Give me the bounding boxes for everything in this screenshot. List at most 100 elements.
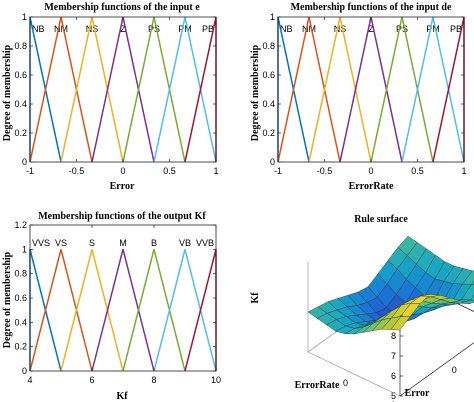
- x-tick-label: -1: [274, 166, 282, 176]
- x-tick-label: 6: [89, 375, 94, 385]
- y-axis-label: Degree of membership: [250, 44, 261, 141]
- y-tick-label: 1: [270, 12, 275, 22]
- plot-area: [29, 16, 217, 163]
- x-tick-label: 10: [211, 375, 221, 385]
- series-line-ns: [60, 16, 124, 163]
- y-tick-label: 1: [22, 244, 27, 254]
- mf-label: Z: [368, 24, 374, 34]
- series-line-vs: [29, 249, 93, 372]
- plot-area: [29, 224, 217, 372]
- mf-label: VB: [179, 238, 191, 248]
- x-tick-label: -0.5: [69, 166, 85, 176]
- x-tick-label: 0: [120, 166, 125, 176]
- series-line-z: [339, 16, 403, 163]
- chart-title: Membership functions of the output Kf: [38, 211, 206, 222]
- chart-title: Rule surface: [354, 214, 408, 225]
- x-tick-label: -0.5: [317, 166, 333, 176]
- mf-labels: NB NM NS Z PS PM PB: [32, 24, 214, 34]
- x-ticks: 4 6 8 10: [27, 375, 221, 385]
- y-tick-label: 0.6: [262, 70, 275, 80]
- x-axis-label: Kf: [116, 391, 128, 402]
- mf-label: PB: [450, 24, 462, 34]
- series-line-z: [91, 16, 155, 163]
- x-tick-label: 0.5: [411, 166, 424, 176]
- x-axis-label: Error: [405, 388, 430, 399]
- y-tick-label: -1: [387, 400, 395, 402]
- mf-labels: NB NM NS Z PS PM PB: [280, 24, 462, 34]
- series-line-nm: [29, 16, 93, 163]
- z-tick-label: 5: [391, 391, 396, 401]
- mf-label: NM: [302, 24, 316, 34]
- z-tick-label: 7: [391, 351, 396, 361]
- mf-label: PB: [202, 24, 214, 34]
- series-line-ps: [122, 16, 186, 163]
- z-tick-label: 6: [391, 371, 396, 381]
- y-tick-label: 0.4: [14, 317, 27, 327]
- plot-frame: [29, 16, 217, 163]
- chart-mf-output-kf: Membership functions of the output Kf De…: [2, 211, 221, 402]
- mf-label: S: [89, 238, 95, 248]
- x-tick-label: -1: [26, 166, 34, 176]
- mf-label: Z: [120, 24, 126, 34]
- z-tick-label: 8: [391, 331, 396, 341]
- mf-label: PS: [396, 24, 408, 34]
- y-tick-label: 0.4: [14, 99, 27, 109]
- mf-label: NS: [334, 24, 347, 34]
- series-line-nm: [277, 16, 341, 163]
- mf-label: NS: [86, 24, 99, 34]
- y-tick-label: 0.4: [262, 99, 275, 109]
- mf-labels: VVS VS S M B VB VVB: [32, 238, 214, 248]
- x-ticks: -1 -0.5 0 0.5 1: [26, 166, 219, 176]
- surface-patch: [471, 280, 474, 285]
- mf-label: NM: [54, 24, 68, 34]
- chart-mf-input-de: Membership functions of the input de Deg…: [250, 2, 467, 192]
- mf-label: VVB: [196, 238, 214, 248]
- plot-frame: [277, 16, 465, 163]
- x-tick-label: 8: [151, 375, 156, 385]
- y-axis-label: Degree of membership: [2, 251, 13, 348]
- series-line-ns: [308, 16, 372, 163]
- y-tick-label: 0: [343, 378, 348, 388]
- plot-area: [277, 16, 465, 163]
- series-line-s: [60, 249, 124, 372]
- mf-label: PM: [426, 24, 440, 34]
- series-line-pm: [153, 16, 217, 163]
- mf-label: PM: [178, 24, 192, 34]
- chart-mf-input-e: Membership functions of the input e Degr…: [2, 2, 219, 192]
- y-tick-label: 0: [22, 157, 27, 167]
- y-axis-label: Degree of membership: [2, 44, 13, 141]
- series-line-ps: [370, 16, 434, 163]
- x-axis-label: Error: [110, 181, 135, 192]
- y-ticks: 0 -1: [343, 378, 396, 402]
- x-tick-label: 0.5: [163, 166, 176, 176]
- y-tick-label: 0.6: [14, 70, 27, 80]
- surface-patch: [462, 270, 474, 285]
- y-tick-label: 1: [22, 12, 27, 22]
- chart-rule-surface: Rule surface Kf ErrorRate Error 5 6 7 8 …: [250, 214, 474, 402]
- series-line-pm: [401, 16, 465, 163]
- chart-title: Membership functions of the input e: [44, 2, 200, 13]
- mf-label: M: [119, 238, 127, 248]
- y-axis-label: ErrorRate: [295, 380, 340, 391]
- x-tick-label: 1: [461, 166, 466, 176]
- y-tick-label: 1.2: [14, 220, 27, 230]
- y-tick-label: 0: [22, 366, 27, 376]
- x-tick-label: 0: [452, 365, 457, 375]
- x-tick-label: 0: [368, 166, 373, 176]
- mf-label: NB: [280, 24, 293, 34]
- x-tick-label: 4: [27, 375, 32, 385]
- y-ticks: 0 0.2 0.4 0.6 0.8 1: [14, 12, 27, 167]
- y-tick-label: 0: [270, 157, 275, 167]
- mf-label: PS: [148, 24, 160, 34]
- x-axis-label: ErrorRate: [349, 181, 394, 192]
- series-line-m: [91, 249, 155, 372]
- y-tick-label: 0.2: [14, 342, 27, 352]
- surface-area: [307, 235, 474, 397]
- y-tick-label: 0.2: [14, 128, 27, 138]
- y-ticks: 0 0.2 0.4 0.6 0.8 1: [262, 12, 275, 167]
- z-axis-label: Kf: [250, 292, 261, 304]
- y-ticks: 0 0.2 0.4 0.6 0.8 1 1.2: [14, 220, 27, 376]
- mf-label: B: [151, 238, 157, 248]
- mf-label: VS: [55, 238, 67, 248]
